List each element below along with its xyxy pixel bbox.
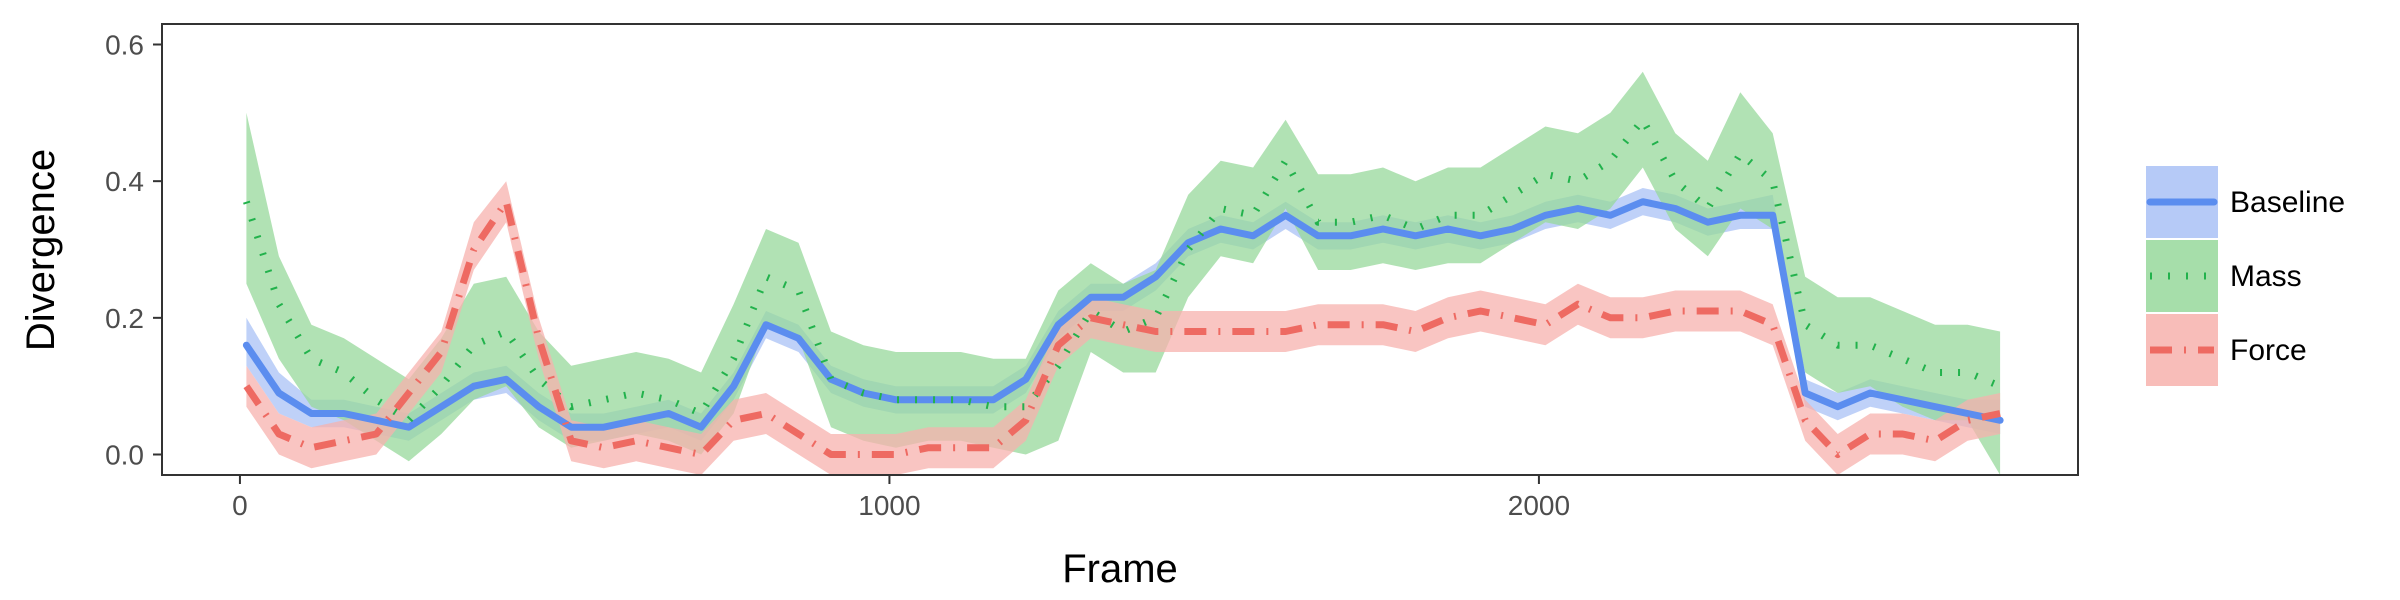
y-axis: 0.0 0.2 0.4 0.6 <box>105 30 162 471</box>
baseline-line <box>242 198 2004 431</box>
mass-confidence-band <box>246 71 2001 475</box>
force-line <box>243 198 2001 458</box>
x-tick-label: 2000 <box>1508 490 1570 521</box>
y-tick-label: 0.6 <box>105 30 144 61</box>
x-axis-title: Frame <box>1062 547 1178 591</box>
legend-item-force: Force <box>2146 314 2307 386</box>
legend-label-force: Force <box>2230 334 2307 367</box>
legend-item-baseline: Baseline <box>2146 166 2345 238</box>
y-tick-label: 0.0 <box>105 440 144 471</box>
series-lines <box>242 116 2004 458</box>
legend-key-mass <box>2146 240 2218 312</box>
plot-border <box>161 23 2079 476</box>
y-axis-title: Divergence <box>19 149 63 351</box>
x-tick-label: 0 <box>232 490 248 521</box>
legend-label-mass: Mass <box>2230 260 2302 293</box>
legend-label-baseline: Baseline <box>2230 186 2345 219</box>
legend-item-mass: Mass <box>2146 240 2302 312</box>
y-tick-label: 0.4 <box>105 166 144 197</box>
x-axis: 0 1000 2000 <box>232 475 1570 521</box>
x-tick-label: 1000 <box>858 490 920 521</box>
legend: Baseline Mass Force <box>2146 166 2345 386</box>
y-tick-label: 0.2 <box>105 303 144 334</box>
